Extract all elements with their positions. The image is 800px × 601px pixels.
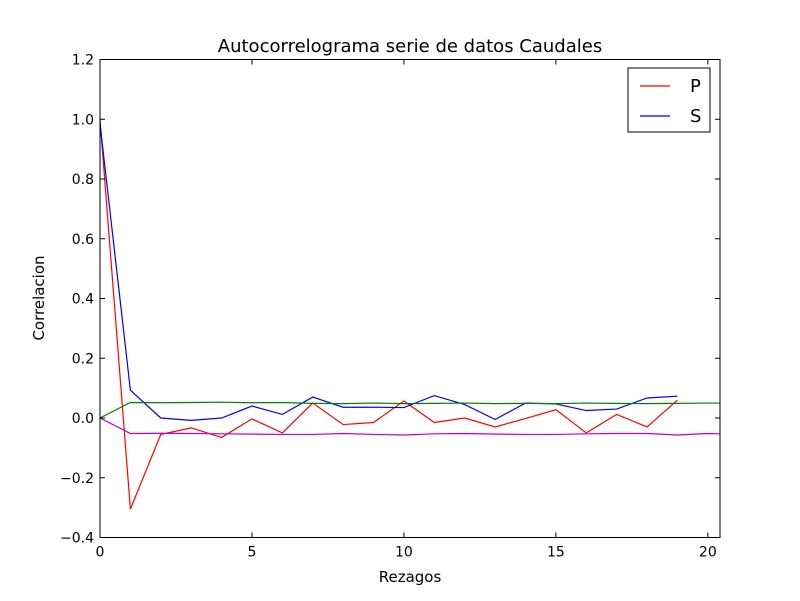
legend: PS bbox=[627, 67, 711, 133]
series-line-p bbox=[99, 119, 678, 510]
x-tick-label: 20 bbox=[699, 545, 717, 561]
y-tick-label: −0.4 bbox=[60, 531, 94, 547]
x-tick-label: 0 bbox=[96, 545, 105, 561]
chart-title: Autocorrelograma serie de datos Caudales bbox=[218, 36, 602, 57]
series-line-s bbox=[99, 123, 678, 421]
y-tick-label: 0.6 bbox=[72, 232, 94, 248]
x-tick-label: 15 bbox=[547, 545, 565, 561]
y-tick-label: 1.2 bbox=[72, 53, 94, 69]
y-tick-label: −0.2 bbox=[60, 471, 94, 487]
y-tick-label: 0.0 bbox=[72, 411, 94, 427]
legend-box bbox=[627, 67, 711, 133]
plot-frame bbox=[99, 59, 721, 538]
y-tick-label: 0.8 bbox=[72, 172, 94, 188]
y-axis-label: Correlacion bbox=[30, 255, 48, 340]
y-tick-label: 0.2 bbox=[72, 351, 94, 367]
series-line-band-2 bbox=[99, 401, 720, 419]
y-tick-label: 1.0 bbox=[72, 112, 94, 128]
x-tick-label: 5 bbox=[247, 545, 256, 561]
legend-label: P bbox=[690, 76, 701, 97]
x-axis-label: Rezagos bbox=[379, 568, 442, 586]
y-tick-label: 0.4 bbox=[72, 292, 94, 308]
series-line-band-3 bbox=[99, 417, 721, 436]
legend-label: S bbox=[690, 106, 701, 127]
x-tick-label: 10 bbox=[395, 545, 413, 561]
